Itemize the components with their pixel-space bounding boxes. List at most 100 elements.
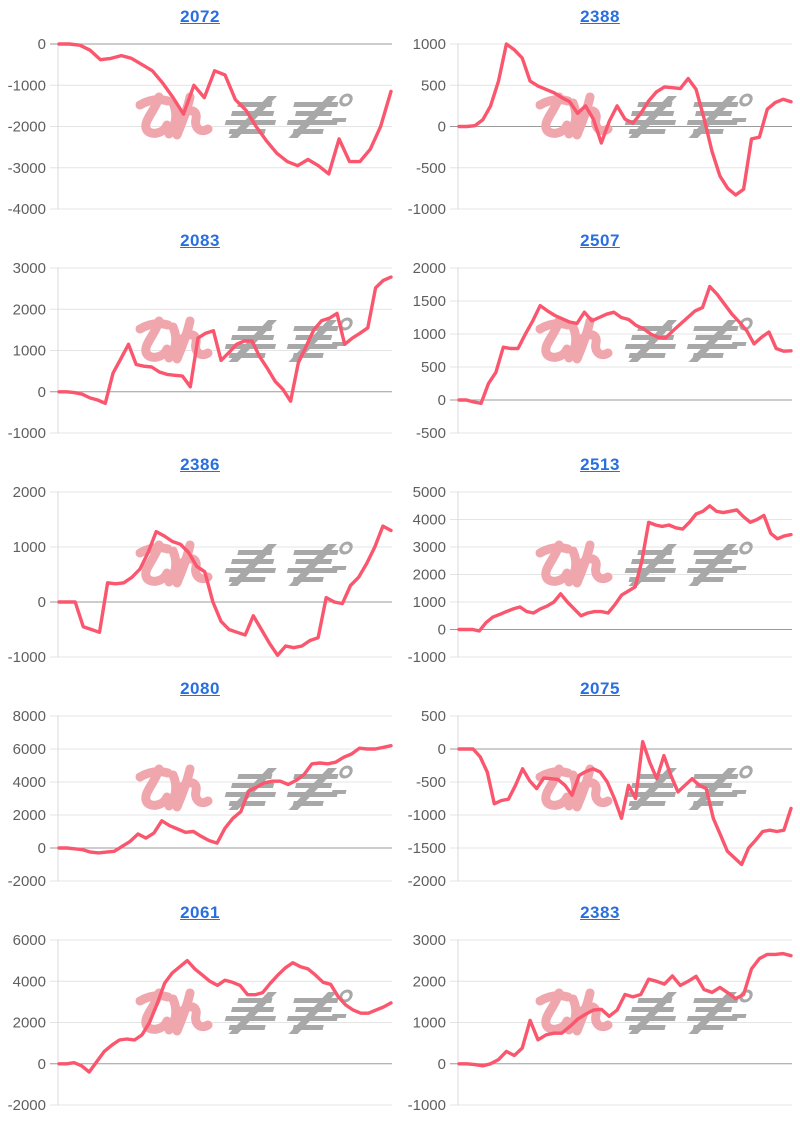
- y-tick-label: -1000: [8, 649, 46, 666]
- y-tick-label: 2000: [13, 1015, 46, 1032]
- y-tick-label: 0: [38, 1056, 46, 1073]
- line-chart: 5000 4000 3000 2000 1000 0 -1000: [408, 484, 793, 666]
- line-chart: 3000 2000 1000 0 -1000: [408, 932, 793, 1114]
- chart-title-row: 2075: [400, 672, 800, 705]
- watermark-pink-glyphs: [135, 92, 213, 140]
- chart-title-link[interactable]: 2513: [580, 455, 620, 474]
- y-tick-label: -1500: [408, 840, 446, 857]
- watermark-pink-glyphs: [135, 764, 213, 812]
- y-tick-label: 2000: [413, 260, 446, 277]
- chart-title-row: 2072: [0, 0, 400, 33]
- y-tick-label: -500: [416, 425, 446, 442]
- watermark: [135, 540, 353, 588]
- y-tick-label: 2000: [413, 973, 446, 990]
- watermark-pink-glyphs: [535, 540, 613, 588]
- y-tick-label: 500: [421, 359, 446, 376]
- chart-card: 2513 5000 4000 3000 2000 1000 0 -1000: [400, 448, 800, 672]
- series-line: [457, 284, 793, 406]
- y-tick-label: -1000: [408, 649, 446, 666]
- y-tick-label: 0: [438, 119, 446, 136]
- chart-title-link[interactable]: 2386: [180, 455, 220, 474]
- y-tick-label: -4000: [8, 201, 46, 218]
- y-tick-label: -1000: [408, 1097, 446, 1114]
- chart-card: 2383 3000 2000 1000 0 -1000: [400, 896, 800, 1122]
- y-tick-label: -2000: [8, 873, 46, 890]
- y-tick-label: -1000: [8, 77, 46, 94]
- y-tick-label: 1000: [13, 343, 46, 360]
- chart-title-row: 2061: [0, 896, 400, 929]
- y-tick-label: 0: [438, 622, 446, 639]
- series-line: [457, 504, 793, 633]
- y-tick-label: 3000: [13, 260, 46, 277]
- y-tick-label: 4000: [13, 774, 46, 791]
- y-tick-label: 6000: [13, 932, 46, 949]
- y-tick-label: 1000: [413, 36, 446, 53]
- chart-title-row: 2507: [400, 224, 800, 257]
- watermark: [135, 988, 353, 1036]
- chart-title-link[interactable]: 2388: [580, 7, 620, 26]
- y-tick-label: 2000: [13, 484, 46, 501]
- watermark-gray-glyphs: [224, 317, 353, 362]
- line-chart: 8000 6000 4000 2000 0 -2000: [8, 708, 393, 890]
- series-line: [457, 951, 793, 1068]
- watermark: [535, 764, 753, 812]
- series-line: [57, 744, 393, 855]
- line-chart: 6000 4000 2000 0 -2000: [8, 932, 393, 1114]
- watermark-gray-glyphs: [224, 93, 353, 138]
- series-line: [57, 42, 393, 176]
- chart-title-link[interactable]: 2075: [580, 679, 620, 698]
- series-line: [457, 740, 793, 867]
- y-tick-label: 1000: [413, 594, 446, 611]
- y-tick-label: 1000: [413, 1015, 446, 1032]
- series-line: [57, 958, 393, 1074]
- y-tick-label: 6000: [13, 741, 46, 758]
- chart-title-link[interactable]: 2507: [580, 231, 620, 250]
- y-tick-label: -2000: [8, 1097, 46, 1114]
- chart-title-row: 2513: [400, 448, 800, 481]
- chart-title-row: 2388: [400, 0, 800, 33]
- chart-title-link[interactable]: 2083: [180, 231, 220, 250]
- chart-title-link[interactable]: 2072: [180, 7, 220, 26]
- watermark-gray-glyphs: [624, 989, 753, 1034]
- watermark: [535, 540, 753, 588]
- line-chart: 1000 500 0 -500 -1000: [408, 36, 793, 218]
- chart-title-link[interactable]: 2080: [180, 679, 220, 698]
- y-tick-label: 0: [38, 594, 46, 611]
- y-tick-label: 4000: [413, 512, 446, 529]
- watermark: [535, 988, 753, 1036]
- watermark-pink-glyphs: [135, 988, 213, 1036]
- watermark-pink-glyphs: [535, 316, 613, 364]
- chart-title-link[interactable]: 2061: [180, 903, 220, 922]
- chart-title-row: 2083: [0, 224, 400, 257]
- watermark-gray-glyphs: [624, 765, 753, 810]
- line-chart: 3000 2000 1000 0 -1000: [8, 260, 393, 442]
- chart-card: 2386 2000 1000 0 -1000: [0, 448, 400, 672]
- y-tick-label: 5000: [413, 484, 446, 501]
- line-chart: 0 -1000 -2000 -3000 -4000: [8, 36, 393, 218]
- chart-title-link[interactable]: 2383: [580, 903, 620, 922]
- y-tick-label: 1000: [13, 539, 46, 556]
- line-chart: 2000 1500 1000 500 0 -500: [413, 260, 793, 442]
- watermark-gray-glyphs: [624, 93, 753, 138]
- y-tick-label: -1000: [408, 201, 446, 218]
- chart-card: 2083 3000 2000 1000 0 -1000: [0, 224, 400, 448]
- series-line: [57, 524, 393, 658]
- y-tick-label: -500: [416, 160, 446, 177]
- y-tick-label: 0: [438, 1056, 446, 1073]
- series-line: [57, 275, 393, 406]
- y-tick-label: 0: [438, 741, 446, 758]
- y-tick-label: 0: [438, 392, 446, 409]
- chart-title-row: 2080: [0, 672, 400, 705]
- y-tick-label: 8000: [13, 708, 46, 725]
- watermark-pink-glyphs: [535, 988, 613, 1036]
- y-tick-label: 4000: [13, 973, 46, 990]
- y-tick-label: 1500: [413, 293, 446, 310]
- y-tick-label: -2000: [8, 119, 46, 136]
- y-tick-label: 2000: [413, 567, 446, 584]
- y-tick-label: 1000: [413, 326, 446, 343]
- y-tick-label: -2000: [408, 873, 446, 890]
- watermark-gray-glyphs: [224, 765, 353, 810]
- y-tick-label: 2000: [13, 807, 46, 824]
- watermark-gray-glyphs: [624, 541, 753, 586]
